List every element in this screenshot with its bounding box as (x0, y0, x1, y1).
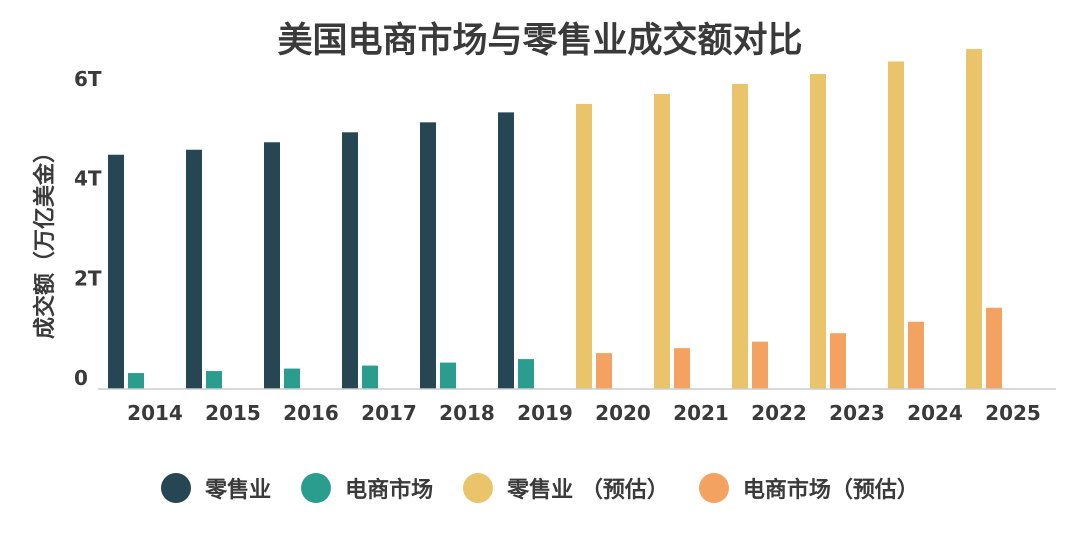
x-tick-label: 2016 (283, 401, 339, 425)
y-tick-label: 0 (74, 366, 88, 390)
legend-label: 零售业 (205, 478, 272, 503)
x-tick-label: 2021 (673, 401, 729, 425)
bar-1-2019 (498, 112, 514, 389)
legend-item: 电商市场（预估） (698, 472, 919, 504)
x-tick-label: 2024 (907, 401, 963, 425)
bar-2-2018 (440, 362, 456, 389)
x-tick-label: 2020 (595, 401, 651, 425)
x-tick-label: 2023 (829, 401, 885, 425)
bar-3-2023 (810, 73, 826, 390)
chart-legend: 零售业 电商市场 零售业 （预估） 电商市场（预估） (0, 472, 1080, 504)
bar-1-2015 (186, 149, 202, 389)
bar-4-2025 (986, 307, 1002, 389)
x-tick-label: 2022 (751, 401, 807, 425)
y-tick-label: 4T (74, 167, 102, 191)
bar-4-2023 (830, 333, 846, 389)
x-tick-label: 2014 (127, 401, 183, 425)
bar-3-2022 (732, 83, 748, 390)
bar-2-2015 (206, 371, 222, 389)
bar-2-2014 (128, 373, 144, 389)
bar-3-2025 (966, 49, 982, 390)
legend-swatch (161, 473, 192, 503)
legend-swatch (698, 473, 729, 503)
bar-2-2016 (284, 368, 300, 389)
bar-1-2014 (108, 154, 124, 389)
y-tick-label: 6T (74, 67, 102, 91)
bar-3-2021 (654, 93, 670, 390)
legend-label: 电商市场 (345, 478, 434, 503)
chart-bars (108, 49, 1002, 390)
bar-2-2017 (362, 365, 378, 389)
x-tick-label: 2017 (361, 401, 417, 425)
bar-2-2019 (518, 359, 534, 389)
bar-4-2021 (674, 348, 690, 389)
y-axis-ticks: 0 2T 4T 6T (74, 67, 102, 390)
legend-swatch (301, 473, 332, 503)
y-axis-label: 成交额（万亿美金） (32, 141, 58, 339)
x-axis-ticks: 2014 2015 2016 2017 2018 2019 2020 2021 2022 2023… (127, 401, 1041, 425)
legend-swatch (463, 473, 494, 503)
bar-3-2024 (888, 61, 904, 390)
x-tick-label: 2025 (985, 401, 1041, 425)
bar-1-2016 (264, 142, 280, 389)
bar-3-2020 (576, 103, 592, 390)
bar-1-2018 (420, 122, 436, 389)
bar-1-2017 (342, 132, 358, 389)
legend-label: 零售业 （预估） (507, 478, 669, 503)
x-tick-label: 2015 (205, 401, 261, 425)
bar-4-2022 (752, 341, 768, 389)
legend-label: 电商市场（预估） (742, 478, 919, 503)
legend-item: 零售业 (161, 472, 271, 504)
legend-item: 电商市场 (301, 472, 433, 504)
bar-4-2024 (908, 321, 924, 389)
chart-title: 美国电商市场与零售业成交额对比 (277, 21, 803, 61)
y-tick-label: 2T (74, 266, 102, 290)
bar-4-2020 (596, 353, 612, 389)
x-tick-label: 2018 (439, 401, 495, 425)
x-tick-label: 2019 (517, 401, 573, 425)
legend-item: 零售业 （预估） (463, 472, 669, 504)
